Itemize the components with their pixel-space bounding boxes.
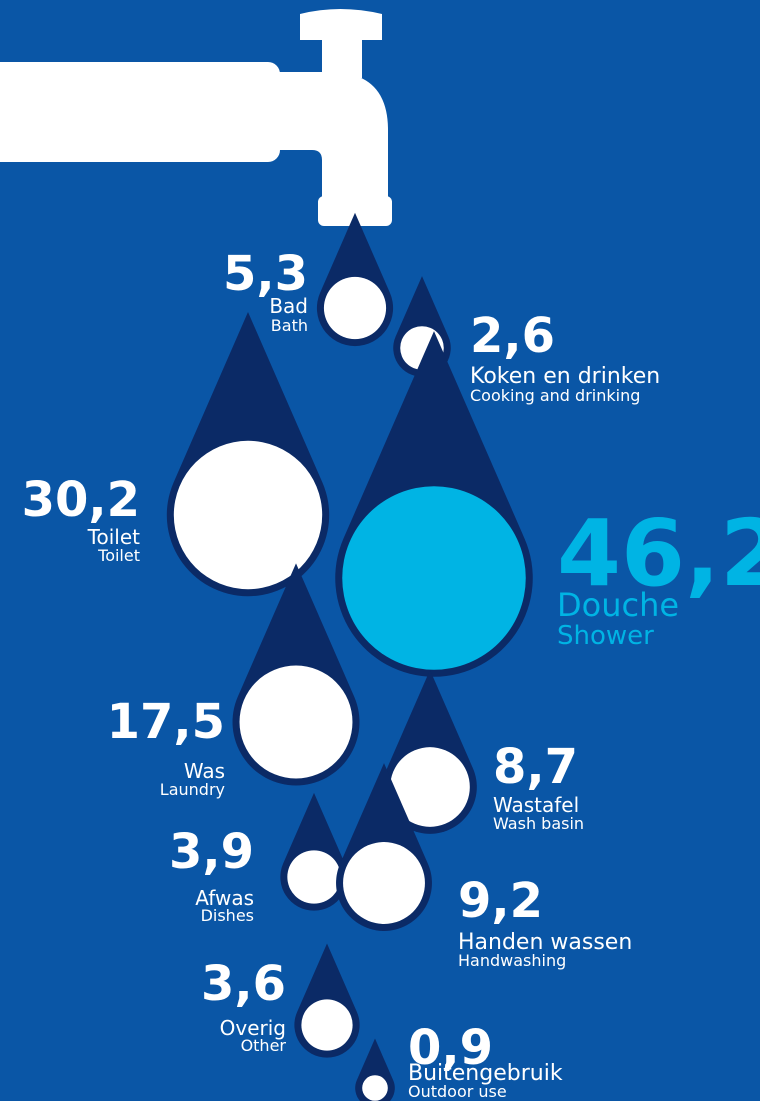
category-label: Afwas (195, 886, 254, 910)
subtitle-label: Cooking and drinking (470, 386, 640, 405)
category-label: Handen wassen (458, 930, 632, 955)
drop-circle (301, 999, 353, 1051)
subtitle-label: Handwashing (458, 951, 566, 970)
value-label: 3,6 (201, 956, 286, 1012)
tap-body (250, 72, 388, 200)
subtitle-label: Dishes (201, 906, 254, 925)
tap-spout (318, 196, 392, 226)
drop-circle (342, 486, 526, 670)
drop-circle (287, 850, 341, 904)
drop-circle (362, 1075, 388, 1101)
drop-circle (173, 440, 323, 590)
subtitle-label: Wash basin (493, 814, 584, 833)
drop-circle (239, 665, 353, 779)
category-label: Koken en drinken (470, 364, 660, 389)
value-label: 5,3 (223, 246, 308, 302)
subtitle-label: Outdoor use (408, 1082, 507, 1101)
category-label: Bad (269, 294, 308, 318)
tap-pipe (0, 62, 280, 162)
subtitle-label: Other (241, 1036, 287, 1055)
value-label: 46,2 (557, 500, 760, 607)
category-label: Douche (557, 586, 679, 624)
category-label: Was (184, 759, 225, 783)
value-label: 9,2 (458, 873, 543, 929)
category-label: Buitengebruik (408, 1061, 563, 1086)
category-label: Overig (220, 1016, 286, 1040)
drop-circle (343, 842, 425, 924)
subtitle-label: Toilet (97, 546, 140, 565)
subtitle-label: Bath (271, 316, 308, 335)
value-label: 8,7 (493, 739, 578, 795)
value-label: 0,9 (408, 1020, 493, 1076)
tap-handle (300, 9, 382, 78)
tap (0, 9, 392, 226)
drop-circle (390, 747, 470, 827)
value-label: 3,9 (169, 824, 254, 880)
subtitle-label: Shower (557, 621, 654, 651)
category-label: Toilet (87, 525, 140, 549)
drop-circle (323, 276, 387, 340)
value-label: 2,6 (470, 308, 555, 364)
value-label: 17,5 (107, 694, 225, 750)
subtitle-label: Laundry (160, 780, 225, 799)
category-label: Wastafel (493, 793, 579, 817)
value-label: 30,2 (22, 472, 140, 528)
